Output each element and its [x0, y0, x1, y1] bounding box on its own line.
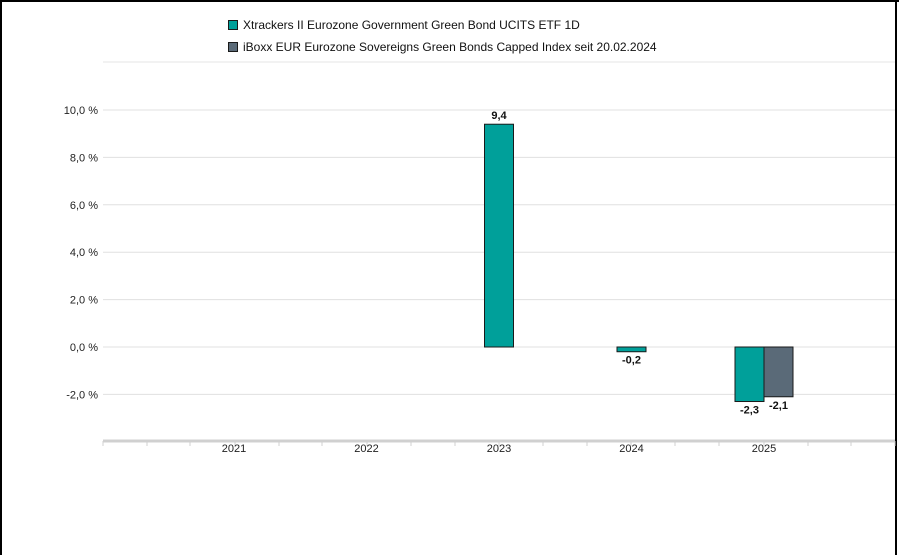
bar-etf-2025 — [734, 346, 765, 403]
x-tick-label: 2024 — [619, 443, 643, 455]
x-tick-label: 2021 — [222, 443, 246, 455]
frame-top-border — [0, 0, 899, 2]
data-label: -2,3 — [740, 405, 759, 417]
data-label: 9,4 — [491, 110, 507, 122]
legend-swatch-etf — [228, 20, 238, 30]
legend-swatch-index — [228, 42, 238, 52]
data-label: -2,1 — [769, 400, 788, 412]
legend-label-index: iBoxx EUR Eurozone Sovereigns Green Bond… — [243, 40, 657, 54]
x-tick-label: 2025 — [752, 443, 776, 455]
legend-item-etf[interactable]: Xtrackers II Eurozone Government Green B… — [228, 14, 657, 36]
y-tick-label: -2,0 % — [66, 389, 98, 401]
y-tick-label: 2,0 % — [70, 295, 98, 307]
bar-etf-2023 — [484, 123, 514, 348]
bar-etf-2024 — [616, 346, 647, 353]
y-tick-label: 4,0 % — [70, 247, 98, 259]
bar-index-2025 — [763, 346, 794, 398]
legend-item-index[interactable]: iBoxx EUR Eurozone Sovereigns Green Bond… — [228, 36, 657, 58]
legend-label-etf: Xtrackers II Eurozone Government Green B… — [243, 18, 580, 32]
y-tick-label: 8,0 % — [70, 152, 98, 164]
data-label: -0,2 — [622, 355, 641, 367]
chart-legend: Xtrackers II Eurozone Government Green B… — [228, 14, 657, 58]
y-tick-label: 10,0 % — [64, 105, 98, 117]
frame-right-border — [895, 0, 897, 555]
y-tick-label: 0,0 % — [70, 342, 98, 354]
frame-left-border — [0, 0, 2, 555]
x-tick-label: 2023 — [487, 443, 511, 455]
x-tick-label: 2022 — [354, 443, 378, 455]
y-tick-label: 6,0 % — [70, 200, 98, 212]
